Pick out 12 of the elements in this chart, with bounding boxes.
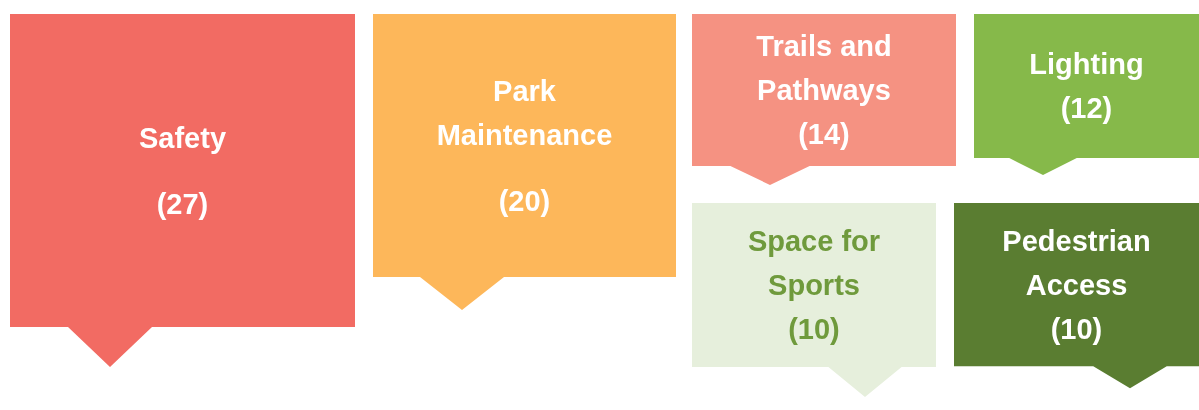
category-label: Pedestrian Access bbox=[1002, 224, 1151, 301]
category-label: Space for Sports bbox=[747, 225, 881, 302]
data-label: (14) bbox=[798, 118, 850, 151]
category-label: Safety bbox=[138, 121, 227, 154]
data-label: (12) bbox=[1060, 92, 1113, 125]
category-label: Park Maintenance bbox=[436, 74, 613, 151]
data-label: (27) bbox=[156, 187, 209, 220]
data-label: (20) bbox=[498, 184, 551, 217]
category-label: Lighting bbox=[1029, 48, 1144, 81]
data-label: (10) bbox=[788, 313, 840, 346]
category-label: Trails and Pathways bbox=[756, 30, 892, 107]
data-label: (10) bbox=[1050, 312, 1103, 345]
